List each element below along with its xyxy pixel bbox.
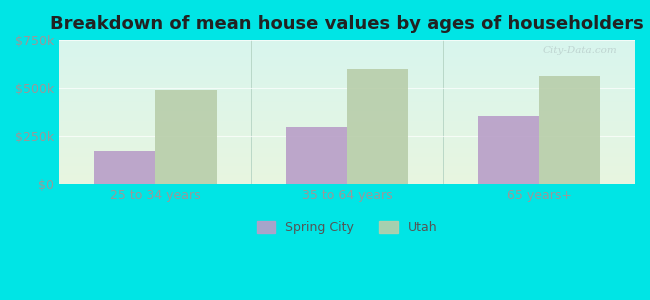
Bar — [94, 151, 155, 184]
Bar — [478, 116, 539, 184]
Text: City-Data.com: City-Data.com — [543, 46, 618, 55]
Legend: Spring City, Utah: Spring City, Utah — [252, 216, 443, 239]
Bar — [539, 76, 601, 184]
Bar — [347, 69, 408, 184]
Bar — [285, 127, 347, 184]
Title: Breakdown of mean house values by ages of householders: Breakdown of mean house values by ages o… — [50, 15, 644, 33]
Bar — [155, 90, 216, 184]
